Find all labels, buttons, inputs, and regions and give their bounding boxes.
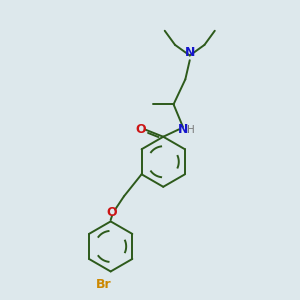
Text: Br: Br (95, 278, 111, 291)
Text: N: N (178, 123, 188, 136)
Text: O: O (107, 206, 117, 219)
Text: O: O (136, 123, 146, 136)
Text: H: H (187, 125, 194, 135)
Text: N: N (184, 46, 195, 59)
